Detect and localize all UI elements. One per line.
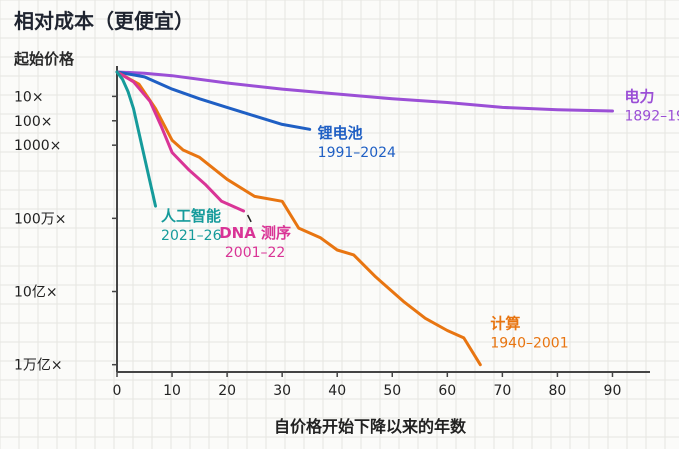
series-line-2 xyxy=(115,70,482,367)
series-years-label: 2001–22 xyxy=(225,245,285,261)
chart-title: 相对成本（更便宜） xyxy=(14,9,194,33)
series-years-label: 2021–26 xyxy=(161,228,222,244)
axes: 0 10 20 30 40 50 60 70 80 90 10× 100× 1000× 100万× 10亿×… xyxy=(14,66,650,399)
y-axis-label: 起始价格 xyxy=(13,50,75,68)
x-tick-label: 70 xyxy=(493,383,511,399)
x-tick-label: 0 xyxy=(113,383,122,399)
x-tick-label: 20 xyxy=(218,383,236,399)
series-name-label: 电力 xyxy=(624,87,654,105)
x-tick-label: 50 xyxy=(383,383,401,399)
series-line-3 xyxy=(115,70,246,213)
series-name-label: DNA 测序 xyxy=(219,224,291,242)
series-line-4 xyxy=(115,70,157,208)
x-tick-label: 90 xyxy=(604,383,622,399)
x-tick-label: 60 xyxy=(438,383,456,399)
x-axis-label: 自价格开始下降以来的年数 xyxy=(274,417,467,436)
series-years-label: 1991–2024 xyxy=(318,145,396,161)
y-tick-label: 10亿× xyxy=(14,285,58,301)
x-tick-label: 10 xyxy=(163,383,181,399)
x-tick-label: 40 xyxy=(328,383,346,399)
x-tick-label: 30 xyxy=(273,383,291,399)
series-years-label: 1892–1973 xyxy=(624,108,679,124)
series-line-1 xyxy=(115,70,312,131)
y-tick-label: 1000× xyxy=(14,138,61,154)
series-name-label: 锂电池 xyxy=(318,124,363,142)
y-tick-label: 100万× xyxy=(14,211,66,227)
series-labels: 电力 1892–1973 锂电池 1991–2024 计算 1940–2001 DNA 测序… xyxy=(161,87,679,351)
series-years-label: 1940–2001 xyxy=(490,336,568,352)
x-tick-label: 80 xyxy=(549,383,567,399)
series-name-label: 计算 xyxy=(490,315,520,333)
y-tick-label: 100× xyxy=(14,114,52,130)
y-tick-label: 10× xyxy=(14,89,44,105)
series-name-label: 人工智能 xyxy=(161,207,221,225)
series-lines xyxy=(115,70,614,367)
series-line-0 xyxy=(115,70,614,113)
dna-leader-line xyxy=(246,214,252,223)
y-tick-label: 1万亿× xyxy=(14,358,63,374)
